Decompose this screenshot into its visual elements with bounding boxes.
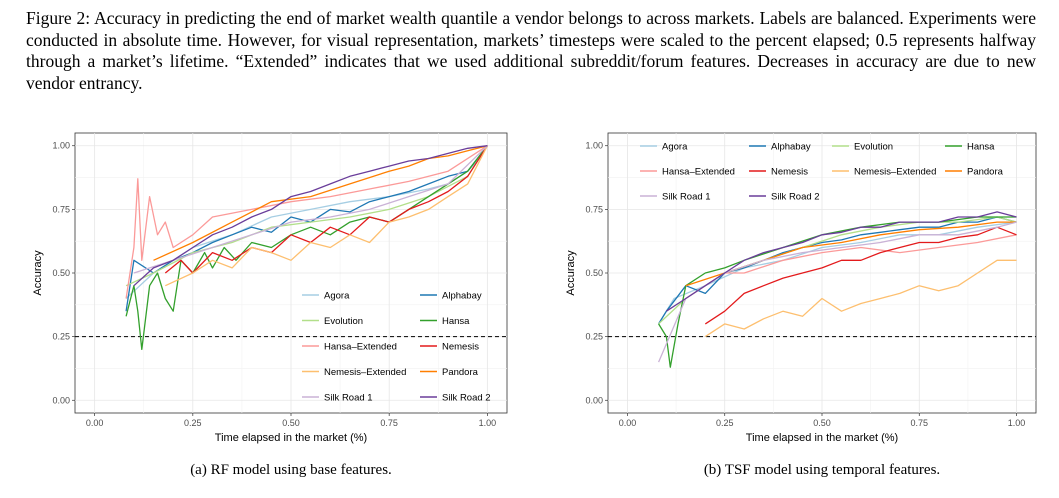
- legend-label: Alphabay: [442, 291, 482, 302]
- y-tick-label: 1.00: [52, 141, 70, 151]
- legend-item-silk-road-2: Silk Road 2: [420, 393, 491, 404]
- legend-item-nemesis-extended: Nemesis–Extended: [832, 167, 936, 178]
- y-tick-label: 0.00: [52, 395, 70, 405]
- y-tick-label: 0.75: [52, 204, 70, 214]
- legend-label: Evolution: [324, 316, 363, 327]
- legend-label: Hansa: [967, 142, 995, 153]
- legend-label: Silk Road 1: [324, 393, 373, 404]
- y-tick-label: 0.50: [585, 268, 603, 278]
- y-tick-label: 0.50: [52, 268, 70, 278]
- legend-item-alphabay: Alphabay: [420, 291, 482, 302]
- legend-item-hansa: Hansa: [945, 142, 995, 153]
- x-tick-label: 0.50: [813, 418, 831, 428]
- legend-label: Silk Road 2: [771, 192, 820, 203]
- legend-item-pandora: Pandora: [420, 367, 479, 378]
- x-tick-label: 0.00: [619, 418, 637, 428]
- legend-label: Hansa: [442, 316, 470, 327]
- legend-item-silk-road-2: Silk Road 2: [749, 192, 820, 203]
- x-tick-label: 1.00: [479, 418, 497, 428]
- series-line-nemesis: [164, 145, 488, 274]
- legend: Agora Alphabay Evolution Hansa Hansa–Extende…: [302, 291, 491, 404]
- x-axis-label: Time elapsed in the market (%): [215, 432, 367, 444]
- y-tick-label: 0.75: [585, 204, 603, 214]
- legend-item-silk-road-1: Silk Road 1: [302, 393, 373, 404]
- legend-item-agora: Agora: [640, 142, 688, 153]
- x-axis-label: Time elapsed in the market (%): [746, 432, 898, 444]
- legend-label: Hansa–Extended: [662, 167, 735, 178]
- series-line-alphabay: [658, 216, 1017, 325]
- legend-item-agora: Agora: [302, 291, 350, 302]
- subcaption: (b) TSF model using temporal features.: [704, 462, 940, 478]
- series-line-evolution: [125, 145, 488, 287]
- x-tick-label: 0.50: [282, 418, 300, 428]
- legend-label: Pandora: [442, 367, 479, 378]
- y-tick-label: 0.25: [585, 332, 603, 342]
- panel-b-tsf-model: 0.00 0.25 0.50 0.75 1.00 0.00 0.25 0.50 0.75 1.00…: [565, 132, 1037, 478]
- y-tick-label: 0.00: [585, 395, 603, 405]
- series-line-hansa-extended: [125, 145, 488, 299]
- y-tick-label: 0.25: [52, 332, 70, 342]
- legend-label: Nemesis: [442, 342, 479, 353]
- legend-item-nemesis: Nemesis: [749, 167, 808, 178]
- legend-item-hansa-extended: Hansa–Extended: [640, 167, 735, 178]
- series-line-nemesis-extended: [704, 259, 1017, 338]
- legend-label: Agora: [324, 291, 350, 302]
- legend-label: Pandora: [967, 167, 1004, 178]
- x-tick-label: 0.25: [184, 418, 202, 428]
- series-line-nemesis: [704, 226, 1017, 325]
- x-tick-label: 0.25: [716, 418, 734, 428]
- series-line-pandora: [153, 145, 488, 261]
- series-line-silk-road-2: [666, 211, 1017, 312]
- series-line-silk-road-2: [133, 145, 488, 287]
- y-tick-label: 1.00: [585, 141, 603, 151]
- legend-item-alphabay: Alphabay: [749, 142, 811, 153]
- legend-item-hansa: Hansa: [420, 316, 470, 327]
- legend-label: Silk Road 1: [662, 192, 711, 203]
- legend-item-nemesis: Nemesis: [420, 342, 479, 353]
- legend-item-silk-road-1: Silk Road 1: [640, 192, 711, 203]
- x-tick-label: 1.00: [1008, 418, 1026, 428]
- legend-item-evolution: Evolution: [302, 316, 363, 327]
- legend-label: Alphabay: [771, 142, 811, 153]
- subcaption: (a) RF model using base features.: [190, 462, 392, 478]
- panel-a-rf-model: 0.00 0.25 0.50 0.75 1.00 0.00 0.25 0.50 0.75 1.00…: [32, 132, 508, 478]
- legend-item-pandora: Pandora: [945, 167, 1004, 178]
- x-tick-label: 0.00: [86, 418, 104, 428]
- series-line-silk-road-1: [133, 145, 488, 274]
- legend-label: Agora: [662, 142, 688, 153]
- series-line-nemesis-extended: [165, 145, 488, 287]
- legend-item-nemesis-extended: Nemesis–Extended: [302, 367, 406, 378]
- figure-caption: Figure 2: Accuracy in predicting the end…: [26, 8, 1036, 93]
- x-tick-label: 0.75: [380, 418, 398, 428]
- legend-label: Hansa–Extended: [324, 342, 397, 353]
- legend-label: Evolution: [854, 142, 893, 153]
- legend-label: Nemesis: [771, 167, 808, 178]
- x-tick-label: 0.75: [911, 418, 929, 428]
- legend-label: Silk Road 2: [442, 393, 491, 404]
- legend-label: Nemesis–Extended: [324, 367, 406, 378]
- y-axis-label: Accuracy: [565, 250, 577, 296]
- legend-item-hansa-extended: Hansa–Extended: [302, 342, 397, 353]
- legend: Agora Alphabay Evolution Hansa Hansa–Extende…: [640, 142, 1004, 203]
- legend-label: Nemesis–Extended: [854, 167, 936, 178]
- legend-item-evolution: Evolution: [832, 142, 893, 153]
- y-axis-label: Accuracy: [32, 250, 44, 296]
